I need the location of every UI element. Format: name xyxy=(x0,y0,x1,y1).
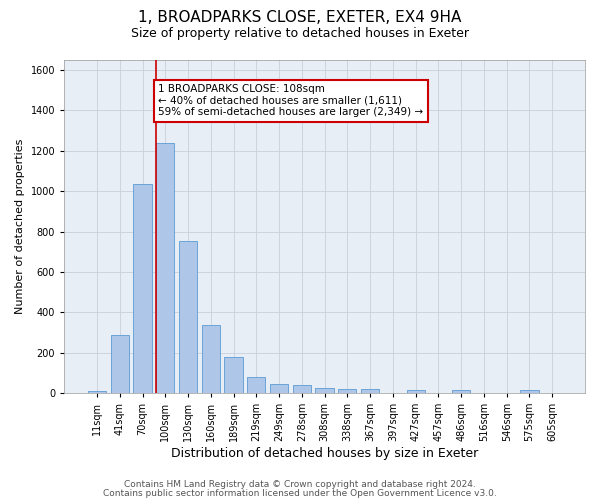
Bar xyxy=(88,391,106,393)
Bar xyxy=(338,390,356,393)
Bar xyxy=(224,356,242,393)
Bar xyxy=(293,385,311,393)
Text: Size of property relative to detached houses in Exeter: Size of property relative to detached ho… xyxy=(131,28,469,40)
Text: Contains HM Land Registry data © Crown copyright and database right 2024.: Contains HM Land Registry data © Crown c… xyxy=(124,480,476,489)
Bar xyxy=(520,390,539,393)
Bar xyxy=(270,384,288,393)
X-axis label: Distribution of detached houses by size in Exeter: Distribution of detached houses by size … xyxy=(171,447,478,460)
Text: Contains public sector information licensed under the Open Government Licence v3: Contains public sector information licen… xyxy=(103,488,497,498)
Bar xyxy=(179,240,197,393)
Bar xyxy=(407,390,425,393)
Bar xyxy=(452,390,470,393)
Bar xyxy=(202,326,220,393)
Y-axis label: Number of detached properties: Number of detached properties xyxy=(15,139,25,314)
Text: 1 BROADPARKS CLOSE: 108sqm
← 40% of detached houses are smaller (1,611)
59% of s: 1 BROADPARKS CLOSE: 108sqm ← 40% of deta… xyxy=(158,84,424,117)
Bar xyxy=(316,388,334,393)
Bar xyxy=(156,142,175,393)
Bar xyxy=(361,390,379,393)
Bar xyxy=(247,377,265,393)
Text: 1, BROADPARKS CLOSE, EXETER, EX4 9HA: 1, BROADPARKS CLOSE, EXETER, EX4 9HA xyxy=(139,10,461,25)
Bar xyxy=(133,184,152,393)
Bar xyxy=(110,336,129,393)
